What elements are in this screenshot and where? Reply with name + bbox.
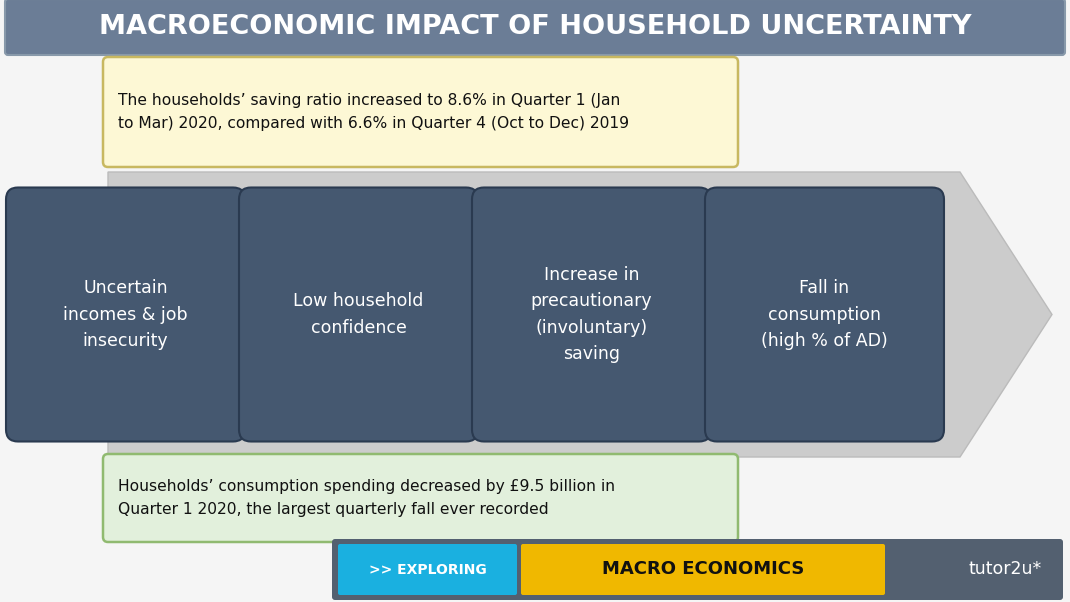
FancyBboxPatch shape: [103, 454, 738, 542]
Text: >> EXPLORING: >> EXPLORING: [369, 562, 487, 577]
Polygon shape: [108, 172, 1052, 457]
FancyBboxPatch shape: [5, 0, 1065, 55]
FancyBboxPatch shape: [103, 57, 738, 167]
Text: MACROECONOMIC IMPACT OF HOUSEHOLD UNCERTAINTY: MACROECONOMIC IMPACT OF HOUSEHOLD UNCERT…: [98, 14, 972, 40]
Text: Fall in
consumption
(high % of AD): Fall in consumption (high % of AD): [761, 279, 888, 350]
FancyBboxPatch shape: [6, 187, 245, 441]
FancyBboxPatch shape: [521, 544, 885, 595]
FancyBboxPatch shape: [332, 539, 1063, 600]
Text: tutor2u*: tutor2u*: [968, 560, 1041, 579]
FancyBboxPatch shape: [472, 187, 710, 441]
Text: MACRO ECONOMICS: MACRO ECONOMICS: [601, 560, 805, 579]
Text: The households’ saving ratio increased to 8.6% in Quarter 1 (Jan
to Mar) 2020, c: The households’ saving ratio increased t…: [118, 93, 629, 131]
Text: Uncertain
incomes & job
insecurity: Uncertain incomes & job insecurity: [63, 279, 188, 350]
Text: Households’ consumption spending decreased by £9.5 billion in
Quarter 1 2020, th: Households’ consumption spending decreas…: [118, 479, 615, 517]
FancyBboxPatch shape: [338, 544, 517, 595]
Text: Increase in
precautionary
(involuntary)
saving: Increase in precautionary (involuntary) …: [531, 266, 653, 363]
Text: Low household
confidence: Low household confidence: [293, 293, 424, 337]
FancyBboxPatch shape: [239, 187, 478, 441]
FancyBboxPatch shape: [705, 187, 944, 441]
